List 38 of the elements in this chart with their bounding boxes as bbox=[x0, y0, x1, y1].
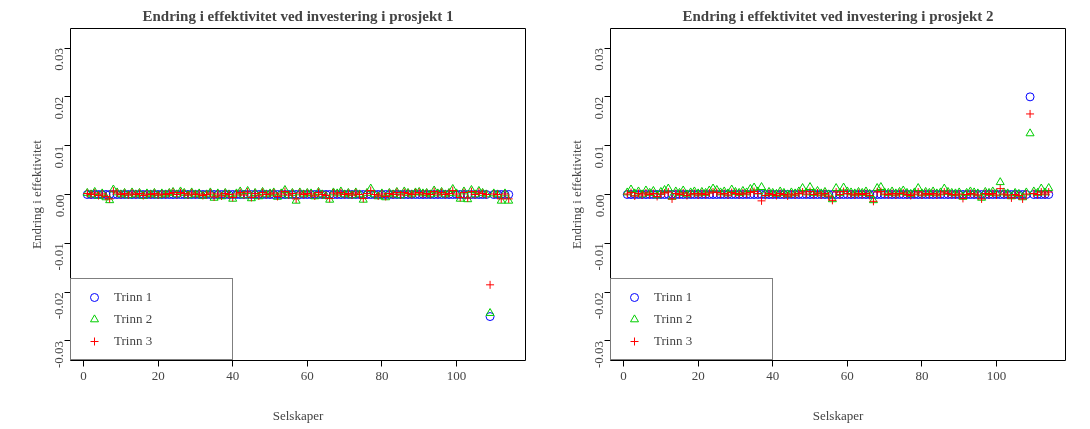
y-tick-label: 0.02 bbox=[51, 96, 67, 120]
x-tick-label: 100 bbox=[446, 367, 467, 383]
y-tick-label: 0.03 bbox=[591, 48, 607, 71]
x-tick-label: 80 bbox=[915, 367, 929, 383]
x-tick-label: 0 bbox=[80, 367, 87, 383]
x-axis-title: Selskaper bbox=[272, 407, 324, 423]
x-tick-label: 20 bbox=[691, 367, 705, 383]
y-tick-label: -0.01 bbox=[51, 243, 67, 271]
y-tick-label: -0.01 bbox=[591, 243, 607, 271]
legend-label: Trinn 2 bbox=[654, 311, 694, 327]
y-axis-title: Endring i effektivitet bbox=[568, 139, 584, 249]
legend-label: Trinn 3 bbox=[654, 333, 694, 349]
y-tick-label: -0.02 bbox=[591, 292, 607, 320]
chart-title: Endring i effektivitet ved investering i prosjekt 1 bbox=[142, 7, 454, 24]
x-tick-label: 40 bbox=[766, 367, 780, 383]
x-tick-label: 80 bbox=[375, 367, 389, 383]
legend-label: Trinn 1 bbox=[114, 289, 154, 305]
y-tick-label: 0.03 bbox=[51, 48, 67, 71]
x-tick-label: 60 bbox=[840, 367, 854, 383]
x-tick-label: 100 bbox=[986, 367, 1007, 383]
x-tick-label: 40 bbox=[226, 367, 240, 383]
y-tick-label: -0.03 bbox=[51, 340, 67, 369]
legend-label: Trinn 3 bbox=[114, 333, 154, 349]
x-tick-label: 0 bbox=[620, 367, 627, 383]
y-tick-label: 0.02 bbox=[591, 96, 607, 120]
y-tick-label: -0.03 bbox=[591, 340, 607, 369]
x-axis-title: Selskaper bbox=[812, 407, 864, 423]
chart-title: Endring i effektivitet ved investering i prosjekt 2 bbox=[682, 7, 994, 24]
y-tick-label: 0.00 bbox=[51, 194, 67, 218]
x-tick-label: 20 bbox=[151, 367, 165, 383]
y-tick-label: 0.00 bbox=[591, 194, 607, 218]
legend-label: Trinn 2 bbox=[114, 311, 154, 327]
x-tick-label: 60 bbox=[300, 367, 314, 383]
legend-label: Trinn 1 bbox=[654, 289, 694, 305]
y-axis-title: Endring i effektivitet bbox=[28, 139, 44, 249]
y-tick-label: 0.01 bbox=[591, 145, 607, 169]
y-tick-label: 0.01 bbox=[51, 145, 67, 169]
y-tick-label: -0.02 bbox=[51, 292, 67, 320]
